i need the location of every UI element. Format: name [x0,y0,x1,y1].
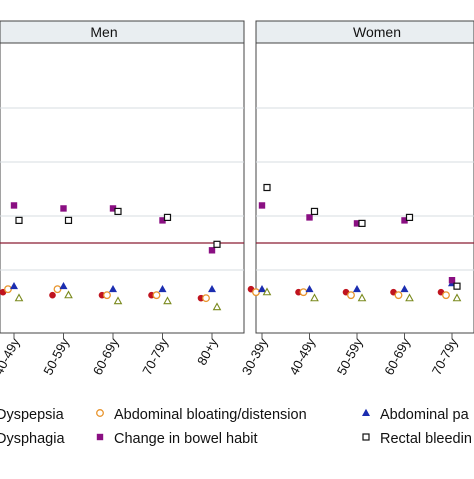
data-point-dysphagia [452,293,462,302]
panels: Men 40-49y 50-59y 60-69y 70-79y 80+y Women 30-3… [0,20,474,378]
data-point-rectal-bleeding [114,207,122,216]
data-point-dysphagia [262,287,272,296]
data-point-abdominal-pain [158,284,167,293]
data-point-abdominal-bloating-distension [394,291,403,300]
panel-men: Men 40-49y 50-59y 60-69y 70-79y 80+y [0,20,245,378]
legend-item: Abdominal pa [362,407,470,423]
data-point-dysphagia [64,290,73,299]
x-tick-label: 50-59y [40,335,72,378]
data-point-dysphagia [357,293,367,302]
plot-area [0,42,245,334]
data-point-abdominal-bloating-distension [103,291,111,300]
legend-label: Rectal bleedin [380,431,472,447]
legend: Dyspepsia Abdominal bloating/distension Ab… [0,407,472,447]
legend-item: Abdominal bloating/distension [96,407,307,423]
data-point-rectal-bleeding [358,219,366,227]
data-point-rectal-bleeding [15,216,23,224]
legend-label: Change in bowel habit [114,431,258,447]
data-point-dyspepsia [49,291,56,299]
data-point-rectal-bleeding [213,240,221,248]
legend-item: Dyspepsia [0,407,65,423]
data-point-abdominal-pain [400,284,409,293]
data-point-abdominal-bloating-distension [347,291,355,300]
data-point-dysphagia [310,293,319,302]
data-point-change-in-bowel-habit [401,217,408,224]
data-point-change-in-bowel-habit [60,205,67,212]
data-point-rectal-bleeding [263,183,271,192]
x-tick-label: 80+y [194,335,221,368]
data-point-rectal-bleeding [163,213,172,222]
panel-women: Women 30-39y 40-49y 50-59y 60-69y 70-79y [239,20,474,378]
data-point-change-in-bowel-habit [448,277,456,284]
legend-label: Abdominal bloating/distension [114,407,307,423]
data-point-dysphagia [113,296,123,305]
x-tick-label: 70-79y [139,335,171,378]
legend-label: Dyspepsia [0,407,65,423]
legend-item: Rectal bleedin [362,431,472,447]
data-point-change-in-bowel-habit [258,202,266,209]
data-point-dysphagia [212,302,222,311]
x-tick-label: 60-69y [90,335,122,378]
legend-marker-circle-open [96,409,104,417]
legend-label: Abdominal pa [380,407,470,423]
data-point-abdominal-bloating-distension [442,291,450,300]
x-tick-label: 40-49y [286,335,318,378]
data-point-abdominal-bloating-distension [152,291,161,300]
panel-title: Men [90,24,117,40]
legend-item: Change in bowel habit [96,431,258,447]
data-point-abdominal-pain [353,284,361,293]
x-tick-label: 30-39y [239,335,271,378]
data-point-change-in-bowel-habit [10,202,18,209]
data-point-abdominal-pain [59,281,68,290]
legend-item: Dysphagia [0,431,65,447]
data-point-rectal-bleeding [64,216,73,224]
data-point-change-in-bowel-habit [353,220,361,227]
x-tick-label: 50-59y [334,335,366,378]
data-point-dysphagia [14,293,24,302]
data-point-change-in-bowel-habit [109,205,117,212]
data-point-abdominal-pain [258,284,266,293]
panel-title: Women [353,24,401,40]
data-point-abdominal-pain [305,284,314,293]
data-point-dysphagia [163,296,172,305]
data-point-abdominal-pain [10,281,18,290]
data-point-abdominal-bloating-distension [202,294,210,303]
data-point-change-in-bowel-habit [208,247,216,254]
data-point-change-in-bowel-habit [306,214,313,221]
legend-marker-square-filled [96,433,104,441]
data-point-abdominal-pain [109,284,117,293]
legend-label: Dysphagia [0,431,65,447]
legend-marker-triangle-filled [362,408,370,416]
x-tick-label: 70-79y [429,335,461,378]
plot-area [255,42,474,334]
data-point-change-in-bowel-habit [159,217,166,224]
panel-header [0,20,245,44]
legend-marker-square-open [362,433,370,441]
data-point-rectal-bleeding [405,213,414,222]
data-point-rectal-bleeding [310,207,319,216]
x-tick-label: 40-49y [0,335,23,378]
data-point-rectal-bleeding [453,282,461,290]
data-point-abdominal-pain [208,284,216,293]
data-point-dysphagia [405,293,414,302]
x-tick-label: 60-69y [381,335,413,378]
